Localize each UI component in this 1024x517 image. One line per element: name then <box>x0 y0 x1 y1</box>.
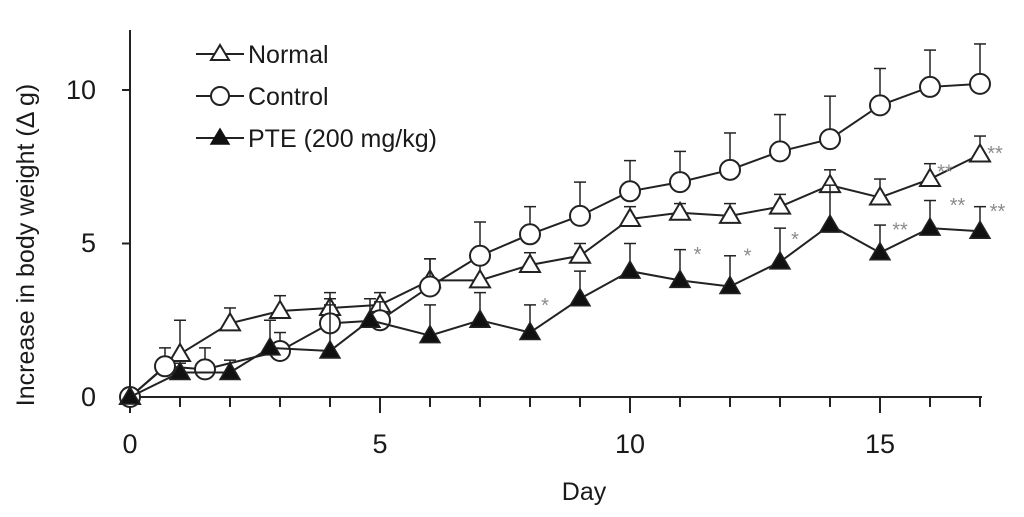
data-point <box>919 75 941 98</box>
series-line <box>129 153 981 398</box>
data-point <box>669 171 691 194</box>
data-point <box>868 241 892 261</box>
data-point <box>968 142 992 163</box>
data-point <box>618 259 642 279</box>
data-point <box>918 216 942 236</box>
data-point <box>468 268 492 289</box>
data-point <box>218 360 242 381</box>
data-point <box>668 268 692 289</box>
significance-markers: ** ********** ** <box>541 143 1005 317</box>
series-normal <box>118 135 992 405</box>
data-point <box>718 203 742 224</box>
data-point <box>868 185 892 206</box>
data-point <box>718 275 742 295</box>
y-axis-title: Increase in body weight (Δ g) <box>12 84 40 406</box>
x-tick-label-5: 5 <box>372 429 387 459</box>
y-tick-label-10: 10 <box>66 75 96 105</box>
significance-marker: ** <box>987 143 1003 165</box>
data-point <box>668 200 692 221</box>
significance-marker: * <box>541 295 549 317</box>
series-layer <box>118 43 992 408</box>
significance-marker: * <box>694 244 702 266</box>
legend-label-normal: Normal <box>248 41 329 69</box>
data-point <box>258 336 282 356</box>
data-point <box>918 167 942 188</box>
x-minor-ticks <box>129 397 981 413</box>
y-tick-label-5: 5 <box>81 228 96 258</box>
data-point <box>568 287 592 307</box>
significance-marker: ** <box>950 195 966 217</box>
legend-item-pte: PTE (200 mg/kg) <box>196 125 437 153</box>
legend-item-control: Control <box>196 83 329 111</box>
data-point <box>168 360 192 381</box>
legend: Normal Control PTE (200 mg/kg) <box>196 41 437 153</box>
data-point <box>118 385 142 405</box>
open-circle-icon <box>210 86 230 106</box>
x-tick-label-0: 0 <box>122 429 137 459</box>
data-point <box>418 324 442 344</box>
significance-marker: ** <box>892 220 908 242</box>
data-point <box>869 94 891 117</box>
data-point <box>519 223 541 246</box>
data-point <box>518 253 542 273</box>
legend-label-control: Control <box>248 83 329 111</box>
legend-label-pte: PTE (200 mg/kg) <box>248 125 437 153</box>
legend-item-normal: Normal <box>196 41 329 69</box>
y-minor-ticks <box>122 89 130 398</box>
series-pte-200-mg-kg <box>118 184 992 405</box>
data-point <box>719 158 741 181</box>
data-point <box>218 311 242 332</box>
data-point <box>268 299 292 320</box>
data-point <box>168 342 192 363</box>
significance-marker: * <box>744 246 752 268</box>
data-point <box>969 72 991 95</box>
series-line <box>129 223 981 398</box>
data-point <box>569 204 591 227</box>
axes <box>122 30 982 413</box>
data-point <box>468 308 492 328</box>
data-point <box>419 275 441 298</box>
data-point <box>568 243 592 264</box>
data-point <box>469 244 491 267</box>
y-tick-label-0: 0 <box>81 382 96 412</box>
significance-marker: ** <box>990 201 1006 223</box>
significance-marker: ** <box>937 161 953 183</box>
significance-marker: * <box>791 229 799 251</box>
open-triangle-icon <box>209 43 231 61</box>
filled-triangle-icon <box>209 127 231 145</box>
data-point <box>518 321 542 341</box>
data-point <box>769 140 791 163</box>
x-axis-title: Day <box>562 478 607 506</box>
data-point <box>819 128 841 151</box>
data-point <box>768 250 792 270</box>
data-point <box>618 206 642 227</box>
data-point <box>768 194 792 215</box>
data-point <box>194 358 216 381</box>
data-point <box>318 339 342 359</box>
data-point <box>619 180 641 203</box>
data-point <box>358 308 382 328</box>
x-tick-label-15: 15 <box>865 429 895 459</box>
x-tick-label-10: 10 <box>615 429 645 459</box>
data-point <box>154 355 176 378</box>
data-point <box>968 219 992 239</box>
data-point <box>818 213 842 233</box>
